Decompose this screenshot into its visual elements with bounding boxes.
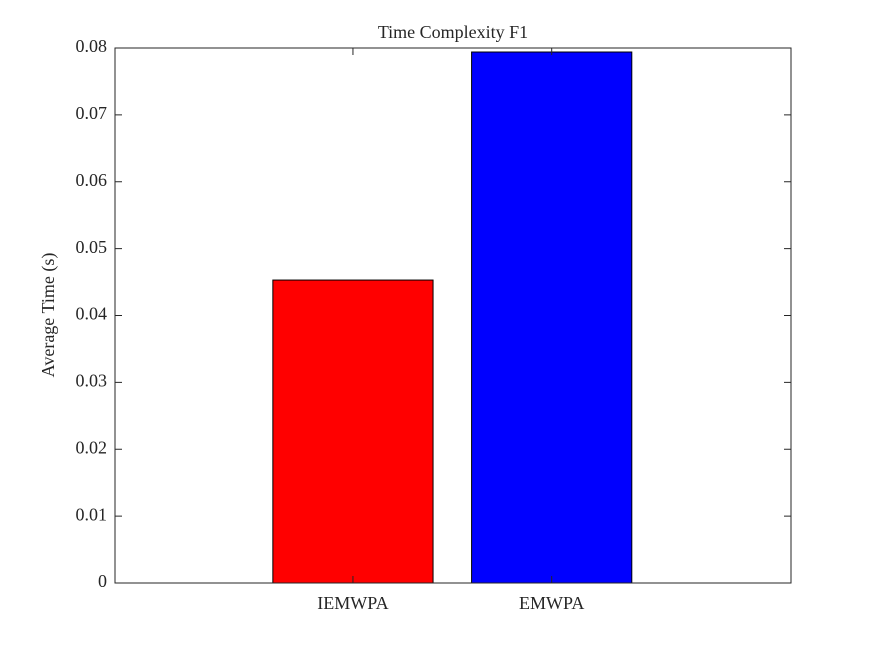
y-tick-label: 0.07 <box>76 103 108 123</box>
y-tick-label: 0.04 <box>76 304 108 324</box>
y-tick-label: 0.06 <box>76 170 108 190</box>
chart-title: Time Complexity F1 <box>378 22 528 42</box>
axes-box <box>114 47 792 584</box>
bar <box>272 279 434 584</box>
y-tick-label: 0.03 <box>76 371 108 391</box>
x-tick-label: IEMWPA <box>317 593 388 613</box>
y-tick-label: 0.01 <box>76 504 108 524</box>
y-tick-label: 0.02 <box>76 437 108 457</box>
x-tick-label: EMWPA <box>519 593 584 613</box>
y-axis-label: Average Time (s) <box>38 253 59 378</box>
y-tick-label: 0 <box>98 571 107 591</box>
y-tick-label: 0.05 <box>76 237 108 257</box>
bar <box>471 51 633 584</box>
y-tick-label: 0.08 <box>76 36 108 56</box>
